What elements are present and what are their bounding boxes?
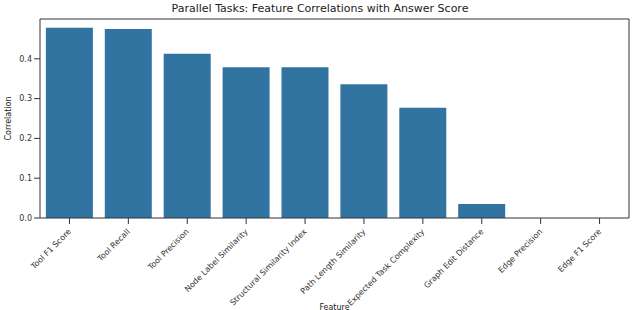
svg-text:Expected Task Complexity: Expected Task Complexity (346, 227, 427, 308)
svg-text:Structural Similarity Index: Structural Similarity Index (228, 227, 308, 307)
svg-text:Feature: Feature (319, 303, 349, 310)
svg-text:Tool F1 Score: Tool F1 Score (29, 227, 73, 271)
svg-text:0.1: 0.1 (19, 174, 32, 183)
svg-text:Node Label Similarity: Node Label Similarity (183, 227, 250, 294)
svg-text:0.2: 0.2 (19, 134, 32, 143)
svg-text:Edge F1 Score: Edge F1 Score (556, 227, 603, 274)
svg-text:Correlation: Correlation (8, 96, 13, 140)
svg-text:Tool Recall: Tool Recall (95, 227, 132, 264)
svg-text:0.4: 0.4 (19, 55, 32, 64)
svg-text:Path Length Similarity: Path Length Similarity (299, 227, 368, 296)
svg-text:0.0: 0.0 (19, 214, 32, 223)
svg-text:Edge Precision: Edge Precision (497, 227, 545, 275)
html-text:Parallel Tasks: Feature Correl: Parallel Tasks: Feature Correlations wit… (171, 2, 469, 15)
svg-text:Tool Precision: Tool Precision (146, 227, 191, 272)
svg-text:0.3: 0.3 (19, 94, 32, 103)
svg-text:Graph Edit Distance: Graph Edit Distance (422, 227, 485, 290)
